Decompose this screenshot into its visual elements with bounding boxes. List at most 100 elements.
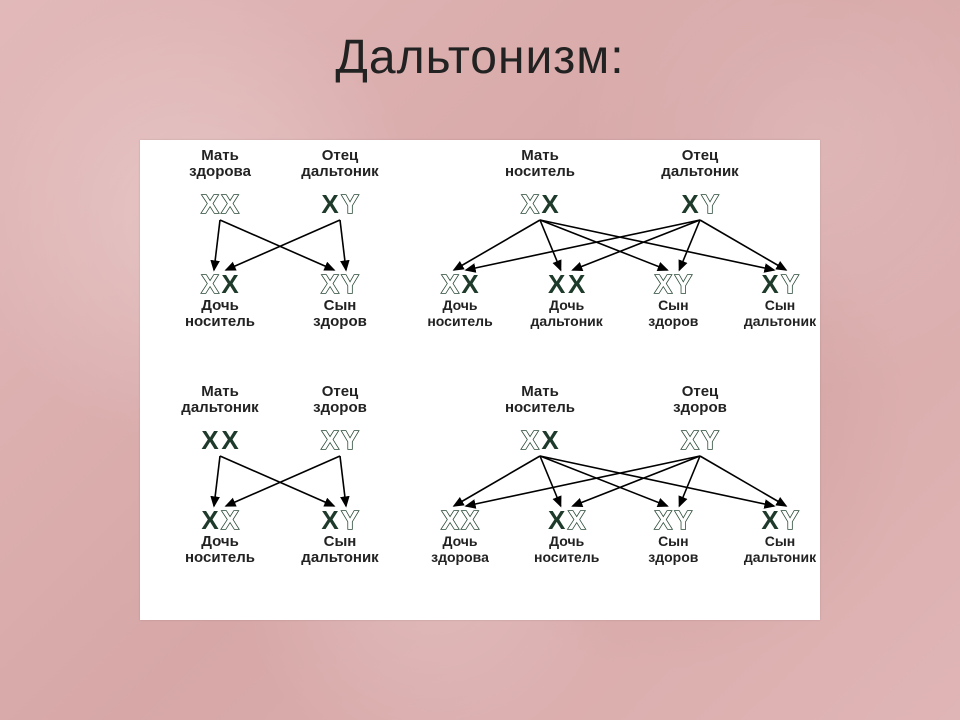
- label-text: здорова: [189, 163, 251, 180]
- chrom-normal-x: X: [221, 189, 239, 219]
- chrom-normal-y: Y: [781, 269, 798, 299]
- chrom-affected-x: X: [761, 505, 779, 535]
- quadrant-q1: МатьздороваОтецдальтоникXXXYXXДочьносите…: [185, 147, 379, 330]
- chrom-normal-y: Y: [675, 269, 692, 299]
- inheritance-arrow: [540, 456, 667, 506]
- label-text: Дочь: [549, 533, 584, 549]
- chrom-normal-x: X: [321, 269, 339, 299]
- label-text: Дочь: [201, 297, 239, 314]
- inheritance-arrow: [573, 220, 700, 270]
- label-text: здоров: [313, 399, 367, 416]
- label-text: носитель: [185, 313, 255, 330]
- chrom-normal-x: X: [221, 505, 239, 535]
- label-text: носитель: [427, 313, 493, 329]
- label-text: дальтоник: [661, 163, 739, 180]
- chrom-normal-x: X: [681, 425, 699, 455]
- inheritance-arrow: [226, 456, 340, 506]
- inheritance-arrow: [700, 456, 786, 506]
- chrom-normal-y: Y: [341, 189, 358, 219]
- label-text: дальтоник: [301, 163, 379, 180]
- chrom-normal-x: X: [655, 269, 673, 299]
- chrom-affected-x: X: [201, 425, 219, 455]
- chrom-normal-y: Y: [781, 505, 798, 535]
- label-text: Мать: [521, 147, 559, 164]
- chrom-affected-x: X: [548, 505, 566, 535]
- chrom-affected-x: X: [681, 189, 699, 219]
- chrom-normal-y: Y: [341, 425, 358, 455]
- chrom-normal-x: X: [568, 505, 586, 535]
- label-text: Отец: [682, 147, 719, 164]
- label-text: Сын: [324, 533, 357, 550]
- chrom-normal-x: X: [521, 425, 539, 455]
- chrom-normal-y: Y: [675, 505, 692, 535]
- chrom-normal-x: X: [201, 269, 219, 299]
- chrom-normal-y: Y: [341, 505, 358, 535]
- label-text: Дочь: [549, 297, 584, 313]
- label-text: Отец: [322, 383, 359, 400]
- label-text: Отец: [322, 147, 359, 164]
- inheritance-arrow: [226, 220, 340, 270]
- chrom-normal-x: X: [201, 189, 219, 219]
- label-text: Сын: [765, 533, 796, 549]
- inheritance-arrow: [340, 220, 346, 270]
- chrom-normal-x: X: [441, 269, 459, 299]
- inheritance-arrow: [700, 220, 786, 270]
- chrom-normal-y: Y: [701, 425, 718, 455]
- inheritance-arrow: [220, 220, 334, 270]
- chrom-affected-x: X: [548, 269, 566, 299]
- label-text: Дочь: [201, 533, 239, 550]
- inheritance-arrow: [540, 220, 774, 270]
- chrom-affected-x: X: [568, 269, 586, 299]
- page-title: Дальтонизм:: [0, 30, 960, 85]
- label-text: Сын: [658, 533, 689, 549]
- inheritance-arrow: [466, 220, 700, 270]
- inheritance-arrow: [454, 220, 540, 270]
- chrom-normal-x: X: [461, 505, 479, 535]
- inheritance-diagram: МатьздороваОтецдальтоникXXXYXXДочьносите…: [140, 140, 820, 620]
- diagram-panel: МатьздороваОтецдальтоникXXXYXXДочьносите…: [140, 140, 820, 620]
- label-text: здоров: [648, 313, 699, 329]
- chrom-affected-x: X: [541, 425, 559, 455]
- chrom-affected-x: X: [541, 189, 559, 219]
- label-text: дальтоник: [181, 399, 259, 416]
- label-text: дальтоник: [531, 313, 604, 329]
- chrom-affected-x: X: [321, 505, 339, 535]
- chrom-affected-x: X: [201, 505, 219, 535]
- label-text: Мать: [201, 383, 239, 400]
- label-text: Дочь: [442, 533, 477, 549]
- label-text: здорова: [431, 549, 489, 565]
- quadrant-q3: МатьдальтоникОтецздоровXXXYXXДочьносител…: [181, 383, 379, 566]
- inheritance-arrow: [214, 456, 220, 506]
- label-text: дальтоник: [301, 549, 379, 566]
- label-text: дальтоник: [744, 313, 817, 329]
- inheritance-arrow: [454, 456, 540, 506]
- label-text: Отец: [682, 383, 719, 400]
- chrom-affected-x: X: [761, 269, 779, 299]
- label-text: носитель: [505, 399, 575, 416]
- chrom-normal-x: X: [521, 189, 539, 219]
- label-text: здоров: [673, 399, 727, 416]
- label-text: носитель: [185, 549, 255, 566]
- chrom-normal-x: X: [655, 505, 673, 535]
- inheritance-arrow: [340, 456, 346, 506]
- inheritance-arrow: [540, 456, 774, 506]
- inheritance-arrow: [214, 220, 220, 270]
- chrom-normal-x: X: [441, 505, 459, 535]
- label-text: Сын: [658, 297, 689, 313]
- label-text: Дочь: [442, 297, 477, 313]
- quadrant-q2: МатьносительОтецдальтоникXXXYXXДочьносит…: [427, 147, 817, 329]
- inheritance-arrow: [220, 456, 334, 506]
- label-text: здоров: [648, 549, 699, 565]
- label-text: Сын: [324, 297, 357, 314]
- label-text: носитель: [534, 549, 600, 565]
- quadrant-q4: МатьносительОтецздоровXXXYXXДочьздороваX…: [431, 383, 817, 565]
- chrom-normal-x: X: [321, 425, 339, 455]
- page-root: Дальтонизм: МатьздороваОтецдальтоникXXXY…: [0, 0, 960, 720]
- chrom-affected-x: X: [221, 269, 239, 299]
- label-text: Сын: [765, 297, 796, 313]
- chrom-affected-x: X: [461, 269, 479, 299]
- inheritance-arrow: [540, 220, 667, 270]
- label-text: дальтоник: [744, 549, 817, 565]
- label-text: носитель: [505, 163, 575, 180]
- chrom-normal-y: Y: [341, 269, 358, 299]
